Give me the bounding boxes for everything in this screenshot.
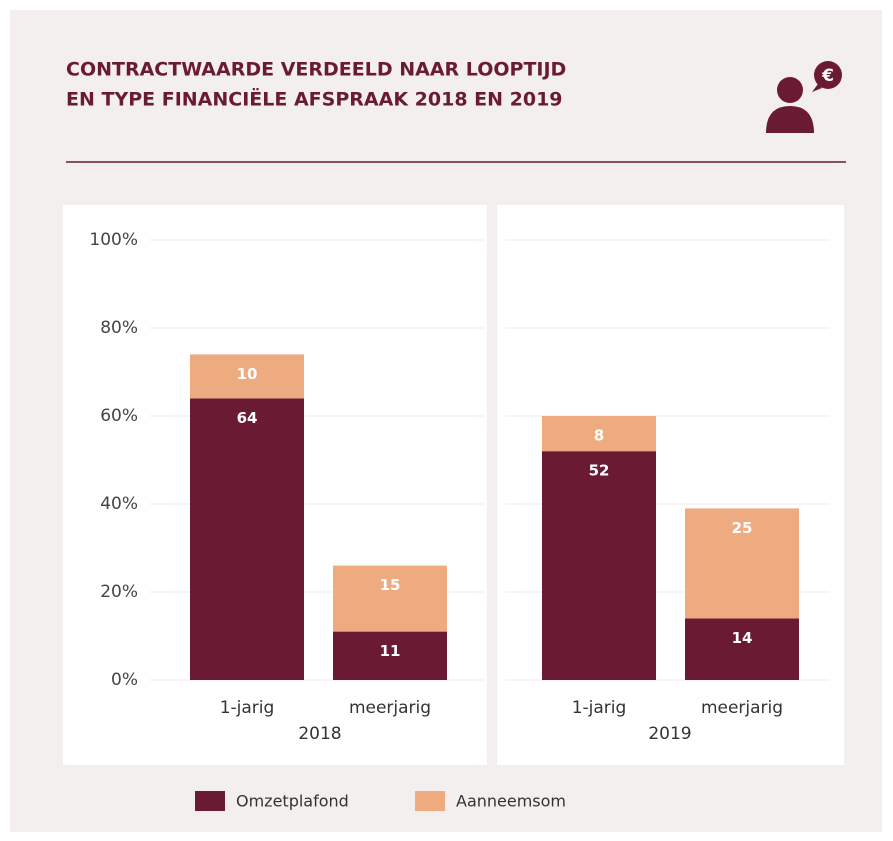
icon-body — [766, 106, 814, 133]
legend-label: Omzetplafond — [236, 792, 349, 811]
bar-segment — [685, 508, 799, 619]
bar-segment — [333, 631, 447, 680]
icon-head — [777, 77, 803, 103]
bar-segment — [333, 565, 447, 632]
icon: € — [766, 61, 842, 133]
x-tick-label: 1-jarig — [572, 698, 627, 718]
data-label: 15 — [380, 576, 401, 594]
bar-segment — [542, 416, 656, 452]
bar-segment — [685, 618, 799, 680]
legend: Omzetplafond Aanneemsom — [195, 791, 566, 811]
y-tick-label: 40% — [100, 494, 138, 514]
bar-segment — [542, 451, 656, 680]
y-tick-label: 80% — [100, 318, 138, 338]
data-label: 14 — [732, 629, 753, 647]
x-tick-label: meerjarig — [349, 698, 431, 718]
bar-segment — [190, 398, 304, 680]
data-label: 64 — [237, 409, 258, 427]
y-tick-label: 20% — [100, 582, 138, 602]
data-label: 11 — [380, 642, 401, 660]
legend-swatch — [195, 791, 225, 811]
bar-segment — [190, 354, 304, 399]
y-tick-label: 0% — [111, 670, 138, 690]
x-axis-label: 2019 — [648, 724, 691, 744]
y-tick-label: 100% — [89, 230, 138, 250]
title-line: CONTRACTWAARDE VERDEELD NAAR LOOPTIJD — [66, 59, 566, 81]
legend-label: Aanneemsom — [456, 792, 566, 811]
data-label: 10 — [237, 365, 258, 383]
icon-bubble — [814, 61, 842, 89]
x-tick-label: meerjarig — [701, 698, 783, 718]
x-tick-label: 1-jarig — [220, 698, 275, 718]
title-line: EN TYPE FINANCIËLE AFSPRAAK 2018 EN 2019 — [66, 87, 563, 111]
icon-bubble-tail — [812, 84, 822, 92]
legend-swatch — [415, 791, 445, 811]
data-label: 8 — [594, 427, 604, 445]
data-label: 52 — [589, 462, 610, 480]
y-tick-label: 60% — [100, 406, 138, 426]
icon-symbol: € — [821, 66, 834, 86]
data-label: 25 — [732, 519, 753, 537]
x-axis-label: 2018 — [298, 724, 341, 744]
